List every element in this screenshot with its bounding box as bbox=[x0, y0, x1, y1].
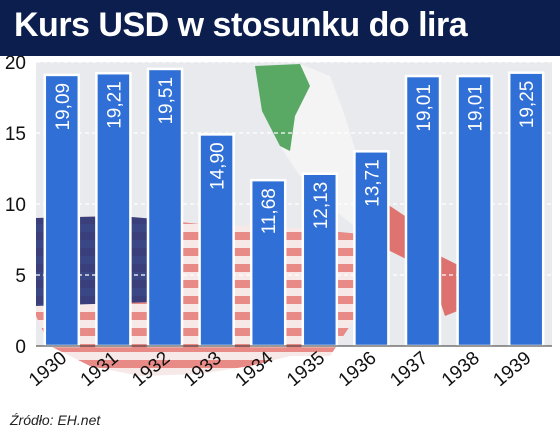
source-note: Źródło: EH.net bbox=[10, 412, 100, 428]
y-axis: 0 5 10 15 20 bbox=[5, 56, 26, 358]
y-tick-label: 15 bbox=[5, 124, 26, 145]
x-tick-label-1936: 1936 bbox=[335, 348, 381, 391]
x-tick-label-1938: 1938 bbox=[438, 348, 484, 391]
x-tick-label-1937: 1937 bbox=[386, 348, 432, 391]
y-tick-label: 20 bbox=[5, 56, 26, 74]
value-label-1937: 19,01 bbox=[414, 84, 435, 132]
y-tick-label: 10 bbox=[5, 195, 26, 216]
value-label-1938: 19,01 bbox=[466, 84, 487, 132]
value-label-1930: 19,09 bbox=[53, 83, 74, 131]
x-tick-label-1930: 1930 bbox=[25, 348, 71, 391]
bar-chart: 19,09 19,21 19,51 14,90 11,68 12,13 13,71 19,01… bbox=[0, 56, 560, 414]
value-label-1935: 12,13 bbox=[311, 182, 332, 230]
chart-title: Kurs USD w stosunku do lira bbox=[14, 6, 467, 45]
chart-area: 19,09 19,21 19,51 14,90 11,68 12,13 13,71 19,01… bbox=[0, 56, 560, 414]
y-tick-label: 5 bbox=[15, 266, 26, 287]
value-label-1939: 19,25 bbox=[517, 81, 538, 129]
value-label-1933: 14,90 bbox=[208, 142, 229, 190]
value-label-1934: 11,68 bbox=[259, 188, 280, 234]
value-label-1931: 19,21 bbox=[104, 81, 125, 129]
x-tick-label-1939: 1939 bbox=[490, 348, 536, 391]
value-label-1932: 19,51 bbox=[156, 77, 177, 125]
chart-header: Kurs USD w stosunku do lira bbox=[0, 0, 560, 56]
value-label-1936: 13,71 bbox=[362, 159, 383, 207]
y-tick-label: 0 bbox=[15, 337, 26, 358]
